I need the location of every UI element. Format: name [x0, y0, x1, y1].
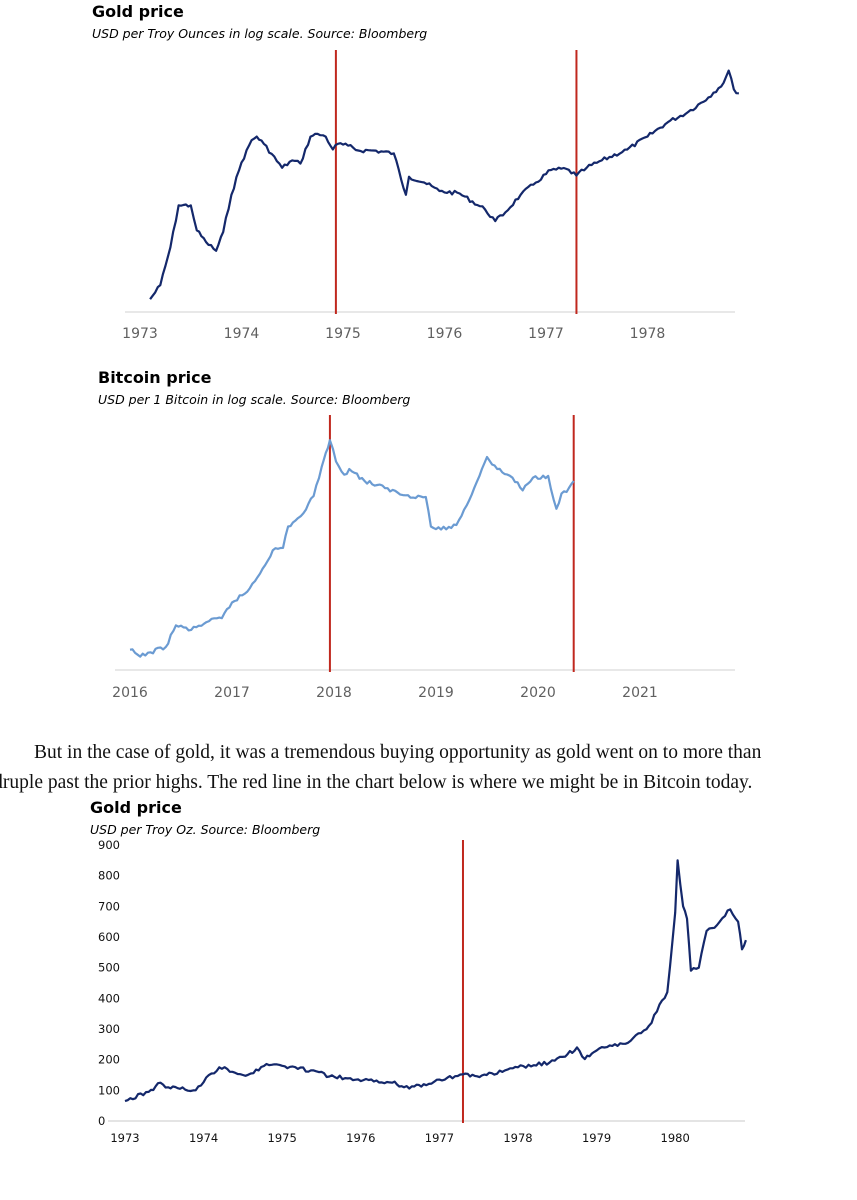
gold-log-chart: Gold price USD per Troy Ounces in log sc… [0, 0, 857, 355]
x-tick-label: 2020 [520, 685, 556, 701]
body-text-line-1: But in the case of gold, it was a tremen… [34, 742, 762, 763]
chart-title: Gold price [90, 798, 182, 817]
x-tick-label: 2017 [214, 685, 250, 701]
x-tick-label: 1976 [346, 1131, 375, 1145]
chart-title: Gold price [92, 2, 184, 21]
x-tick-label: 1974 [189, 1131, 218, 1145]
x-tick-label: 1979 [582, 1131, 611, 1145]
bitcoin-log-plot: 2016 2017 2018 2019 2020 2021 [112, 415, 735, 701]
x-tick-label: 1978 [503, 1131, 532, 1145]
price-series-line [149, 69, 739, 300]
x-tick-label: 1975 [268, 1131, 297, 1145]
y-tick-label: 700 [98, 899, 120, 913]
gold-linear-plot: 1973 1974 1975 1976 1977 1978 1979 1980 0 100 200 3… [98, 838, 747, 1145]
body-text: But in the case of gold, it was a tremen… [0, 738, 857, 798]
price-series-line [129, 439, 575, 658]
chart-subtitle: USD per Troy Oz. Source: Bloomberg [90, 822, 321, 837]
x-tick-label: 1978 [630, 326, 666, 342]
y-tick-label: 0 [98, 1114, 105, 1128]
y-tick-label: 300 [98, 1022, 120, 1036]
price-series-line [124, 859, 747, 1103]
y-tick-label: 900 [98, 838, 120, 852]
x-tick-label: 1976 [427, 326, 463, 342]
y-tick-label: 400 [98, 991, 120, 1005]
x-tick-label: 1975 [325, 326, 361, 342]
gold-log-plot: 1973 1974 1975 1976 1977 1978 [122, 50, 739, 342]
x-tick-label: 2016 [112, 685, 148, 701]
y-tick-label: 600 [98, 930, 120, 944]
x-tick-label: 1973 [110, 1131, 139, 1145]
x-tick-label: 2021 [622, 685, 658, 701]
x-tick-label: 2018 [316, 685, 352, 701]
y-tick-label: 200 [98, 1053, 120, 1067]
x-tick-label: 1974 [224, 326, 260, 342]
x-tick-label: 1980 [661, 1131, 690, 1145]
x-tick-label: 2019 [418, 685, 454, 701]
body-text-line-2: quadruple past the prior highs. The red … [0, 772, 753, 793]
y-tick-label: 100 [98, 1083, 120, 1097]
bitcoin-log-chart: Bitcoin price USD per 1 Bitcoin in log s… [0, 360, 857, 720]
y-tick-label: 500 [98, 961, 120, 975]
gold-linear-chart: Gold price USD per Troy Oz. Source: Bloo… [0, 795, 857, 1200]
chart-subtitle: USD per Troy Ounces in log scale. Source… [92, 26, 428, 41]
y-tick-label: 800 [98, 869, 120, 883]
chart-title: Bitcoin price [98, 368, 212, 387]
chart-subtitle: USD per 1 Bitcoin in log scale. Source: … [98, 392, 411, 407]
x-tick-label: 1977 [528, 326, 564, 342]
x-tick-label: 1973 [122, 326, 158, 342]
x-tick-label: 1977 [425, 1131, 454, 1145]
